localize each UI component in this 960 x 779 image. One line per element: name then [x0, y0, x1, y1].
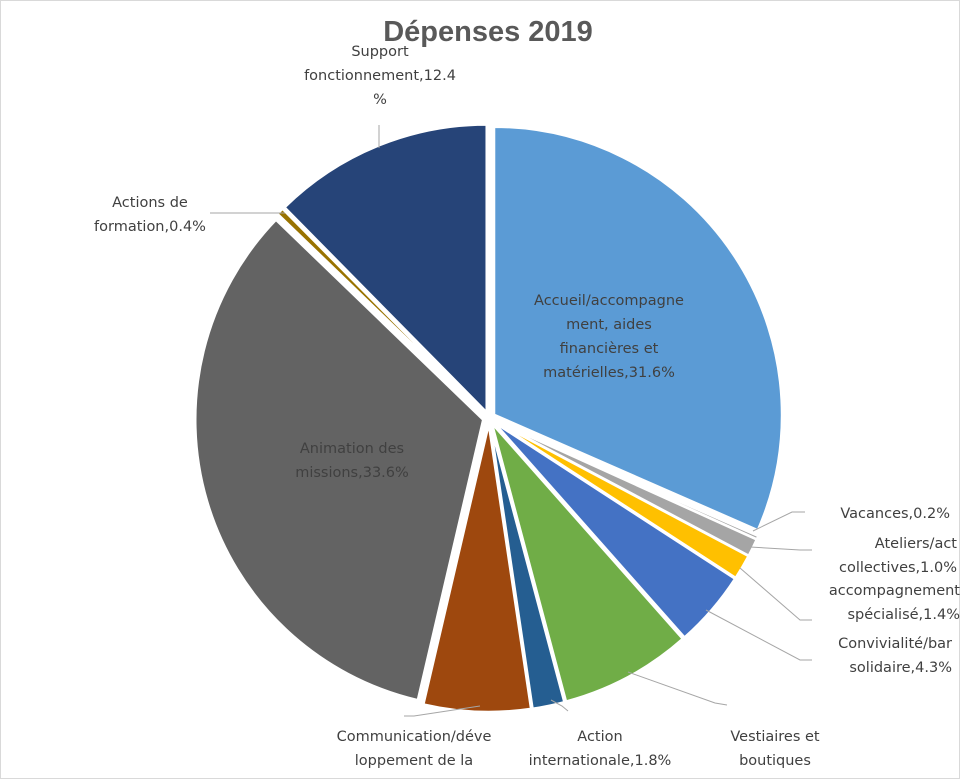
data-label: Animation des missions,33.6% — [295, 441, 409, 481]
leader-line — [752, 511, 805, 532]
data-label: Ateliers/act collectives,1.0% — [839, 536, 957, 576]
data-label: Vestiaires et boutiques — [730, 729, 820, 769]
pie-slices — [194, 123, 784, 714]
pie-slice — [492, 420, 737, 640]
leader-lines — [210, 125, 812, 717]
data-labels: Accueil/accompagne ment, aides financières… — [94, 44, 960, 769]
leader-line — [705, 609, 812, 661]
pie-slice — [282, 123, 488, 416]
pie-slice — [275, 206, 486, 415]
pie-slice — [490, 422, 685, 704]
data-label: Convivialité/bar solidaire,4.3% — [838, 636, 952, 676]
pie-slice — [488, 423, 566, 711]
leader-line — [739, 567, 812, 621]
leader-line — [550, 699, 569, 712]
data-label: Actions de formation,0.4% — [94, 195, 206, 235]
data-label: Support fonctionnement,12.4% — [304, 44, 456, 108]
chart-title: Dépenses 2019 — [383, 16, 593, 48]
leader-line — [627, 671, 728, 706]
leader-line — [749, 546, 812, 551]
data-label: Accueil/accompagne ment, aides financières… — [534, 293, 684, 381]
pie-slice — [194, 217, 485, 702]
data-label: Communication/déve loppement de la — [337, 729, 492, 769]
pie-slice — [421, 423, 533, 714]
data-label: accompagnement spécialisé,1.4% — [829, 583, 960, 623]
data-label: Vacances,0.2% — [840, 506, 950, 522]
pie-slice — [492, 125, 784, 532]
data-label: Action internationale,1.8% — [529, 729, 672, 769]
leader-line — [404, 705, 481, 717]
